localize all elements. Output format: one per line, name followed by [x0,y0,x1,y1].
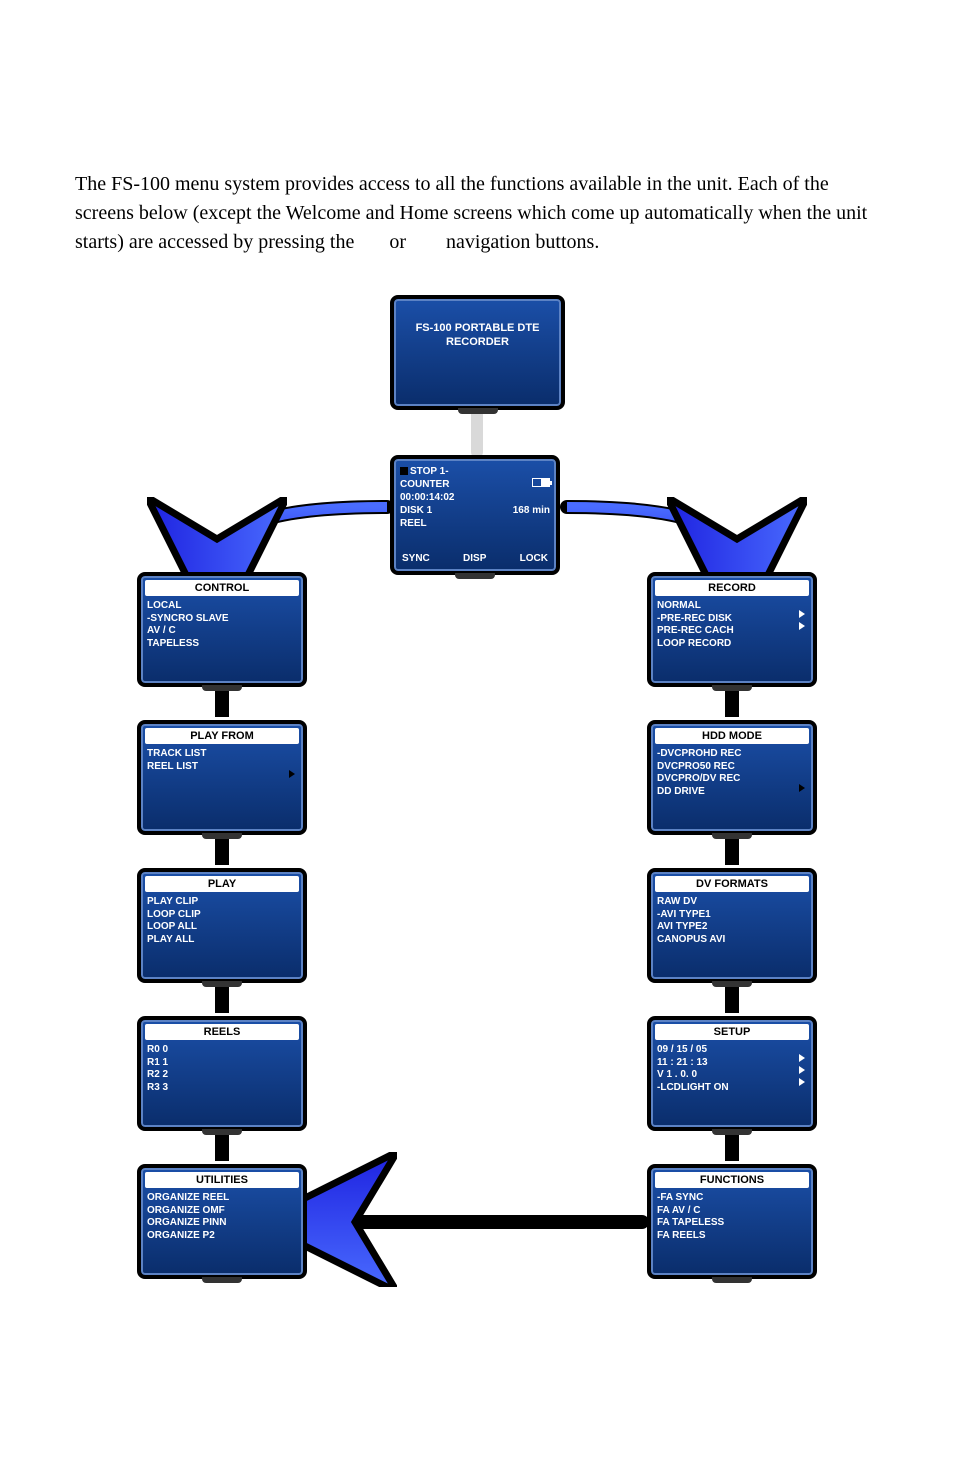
dvformats-screen: DV FORMATS RAW DV -AVI TYPE1 AVI TYPE2 C… [647,868,817,983]
welcome-text: FS-100 PORTABLE DTE RECORDER [398,303,557,350]
home-timecode: 00:00:14:02 [400,491,550,504]
control-screen: CONTROL LOCAL -SYNCRO SLAVE AV / C TAPEL… [137,572,307,687]
battery-icon [532,478,550,487]
arrow-icon [799,622,805,630]
utilities-body: ORGANIZE REEL ORGANIZE OMF ORGANIZE PINN… [145,1188,299,1242]
play-screen: PLAY PLAY CLIP LOOP CLIP LOOP ALL PLAY A… [137,868,307,983]
record-screen: RECORD NORMAL -PRE-REC DISK PRE-REC CACH… [647,572,817,687]
reels-title: REELS [145,1024,299,1040]
utilities-title: UTILITIES [145,1172,299,1188]
playfrom-title: PLAY FROM [145,728,299,744]
arrow-icon [799,784,805,792]
home-sync: SYNC [402,552,430,565]
reels-screen: REELS R0 0 R1 1 R2 2 R3 3 [137,1016,307,1131]
intro-paragraph: The FS-100 menu system provides access t… [75,170,879,257]
hddmode-title: HDD MODE [655,728,809,744]
home-disk-label: DISK 1 [400,504,432,517]
home-reel-label: REEL [400,517,550,530]
functions-title: FUNCTIONS [655,1172,809,1188]
record-title: RECORD [655,580,809,596]
home-remaining: 168 min [513,504,550,517]
playfrom-screen: PLAY FROM TRACK LIST REEL LIST [137,720,307,835]
arrow-icon [799,610,805,618]
dvformats-title: DV FORMATS [655,876,809,892]
control-body: LOCAL -SYNCRO SLAVE AV / C TAPELESS [145,596,299,650]
home-disp: DISP [463,552,486,565]
home-stop-label: STOP 1- [410,466,449,477]
menu-navigation-diagram: FS-100 PORTABLE DTE RECORDER STOP 1- COU… [117,287,837,1287]
reels-body: R0 0 R1 1 R2 2 R3 3 [145,1040,299,1094]
record-body: NORMAL -PRE-REC DISK PRE-REC CACH LOOP R… [655,596,809,650]
hddmode-screen: HDD MODE -DVCPROHD REC DVCPRO50 REC DVCP… [647,720,817,835]
setup-title: SETUP [655,1024,809,1040]
utilities-screen: UTILITIES ORGANIZE REEL ORGANIZE OMF ORG… [137,1164,307,1279]
play-body: PLAY CLIP LOOP CLIP LOOP ALL PLAY ALL [145,892,299,946]
playfrom-body: TRACK LIST REEL LIST [145,744,299,773]
setup-body: 09 / 15 / 05 11 : 21 : 13 V 1 . 0. 0 -LC… [655,1040,809,1094]
welcome-screen: FS-100 PORTABLE DTE RECORDER [390,295,565,410]
setup-screen: SETUP 09 / 15 / 05 11 : 21 : 13 V 1 . 0.… [647,1016,817,1131]
arrow-icon [289,770,295,778]
control-title: CONTROL [145,580,299,596]
home-lock: LOCK [520,552,548,565]
home-screen: STOP 1- COUNTER 00:00:14:02 DISK 1 168 m… [390,455,560,575]
arrow-icon [799,1066,805,1074]
functions-body: -FA SYNC FA AV / C FA TAPELESS FA REELS [655,1188,809,1242]
hddmode-body: -DVCPROHD REC DVCPRO50 REC DVCPRO/DV REC… [655,744,809,798]
arrow-icon [799,1054,805,1062]
dvformats-body: RAW DV -AVI TYPE1 AVI TYPE2 CANOPUS AVI [655,892,809,946]
play-title: PLAY [145,876,299,892]
home-counter-label: COUNTER [400,478,449,491]
arrow-icon [799,1078,805,1086]
functions-screen: FUNCTIONS -FA SYNC FA AV / C FA TAPELESS… [647,1164,817,1279]
